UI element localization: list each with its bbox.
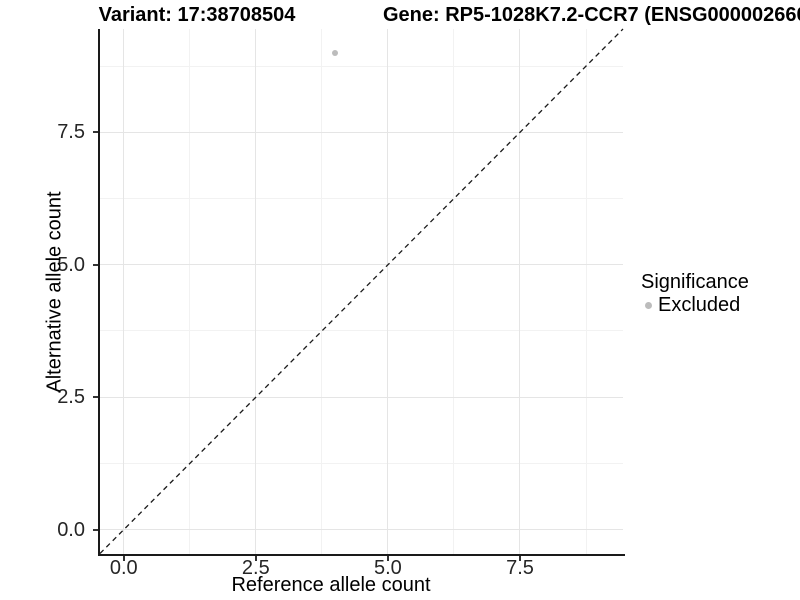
y-minor-gridline xyxy=(100,330,623,332)
y-major-gridline xyxy=(100,264,623,266)
y-tick-mark xyxy=(93,131,98,134)
x-minor-gridline xyxy=(321,29,323,554)
legend-key-dot-icon xyxy=(645,301,652,309)
x-major-gridline xyxy=(387,29,389,554)
x-tick-mark xyxy=(518,555,521,561)
x-major-gridline xyxy=(519,29,521,554)
x-minor-gridline xyxy=(585,29,587,554)
x-major-gridline xyxy=(255,29,257,554)
y-tick-mark xyxy=(93,263,98,266)
x-tick-mark xyxy=(122,555,125,561)
x-tick-mark xyxy=(386,555,389,561)
y-tick-label: 7.5 xyxy=(57,121,85,144)
gene-title: Gene: RP5-1028K7.2-CCR7 (ENSG000002660 xyxy=(383,4,800,26)
variant-title: Variant: 17:38708504 xyxy=(98,4,296,26)
data-point xyxy=(332,49,339,56)
x-tick-label: 5.0 xyxy=(374,557,402,579)
legend-entry-excluded: Excluded xyxy=(641,294,749,316)
x-major-gridline xyxy=(123,29,125,554)
x-minor-gridline xyxy=(453,29,455,554)
x-tick-label: 7.5 xyxy=(506,557,534,579)
legend: Significance Excluded xyxy=(641,271,749,316)
y-tick-mark xyxy=(93,396,98,399)
y-tick-label: 2.5 xyxy=(57,386,85,409)
y-minor-gridline xyxy=(100,462,623,464)
y-axis-line xyxy=(98,29,100,556)
y-axis-title: Alternative allele count xyxy=(43,191,66,393)
plot-panel xyxy=(99,28,624,554)
identity-dashed-line xyxy=(99,28,624,554)
y-minor-gridline xyxy=(100,65,623,67)
legend-title: Significance xyxy=(641,271,749,293)
x-minor-gridline xyxy=(189,29,191,554)
y-major-gridline xyxy=(100,529,623,531)
legend-entry-label: Excluded xyxy=(658,294,741,316)
x-tick-mark xyxy=(254,555,257,561)
x-axis-line xyxy=(98,553,625,556)
y-tick-label: 0.0 xyxy=(57,518,85,541)
x-tick-label: 0.0 xyxy=(109,557,138,579)
y-major-gridline xyxy=(100,131,623,133)
y-tick-mark xyxy=(93,528,98,531)
y-major-gridline xyxy=(100,396,623,398)
y-tick-label: 5.0 xyxy=(57,253,85,276)
x-tick-label: 2.5 xyxy=(241,557,270,579)
y-minor-gridline xyxy=(100,198,623,200)
x-axis-title: Reference allele count xyxy=(231,574,431,596)
